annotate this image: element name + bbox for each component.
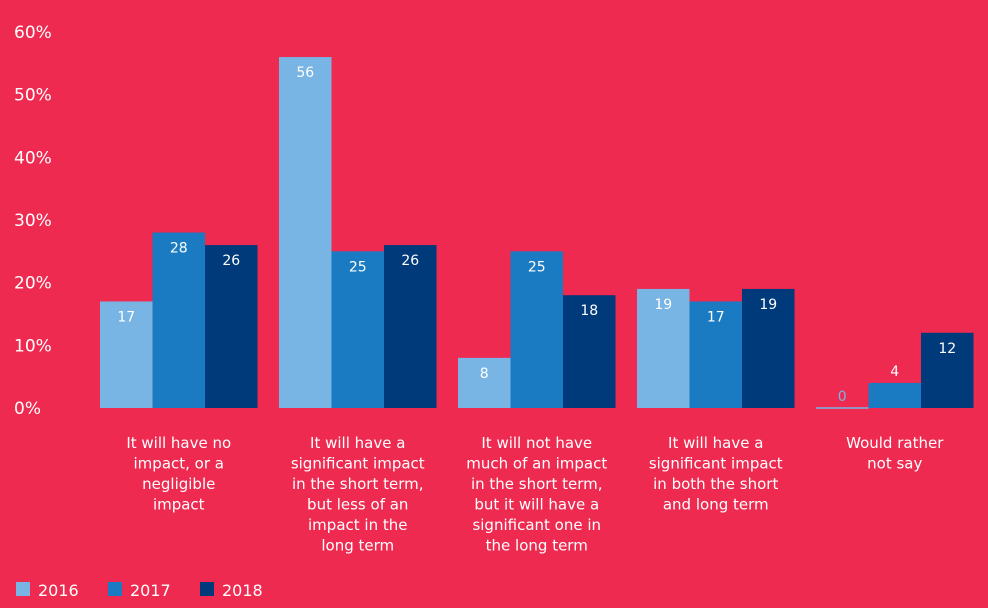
data-label: 17 bbox=[707, 309, 725, 325]
legend-swatch bbox=[200, 582, 214, 596]
data-label: 25 bbox=[349, 259, 367, 275]
bar-2016 bbox=[458, 357, 511, 408]
bar-2018 bbox=[563, 295, 616, 408]
bar-2018 bbox=[384, 245, 437, 408]
data-label: 25 bbox=[528, 259, 546, 275]
data-label: 8 bbox=[480, 366, 489, 382]
legend-item-2016: 2016 bbox=[16, 581, 79, 600]
data-label: 4 bbox=[890, 364, 899, 380]
bar-2016 bbox=[100, 301, 153, 408]
y-tick-label: 60% bbox=[14, 23, 52, 43]
bar-2017 bbox=[868, 382, 921, 408]
bar-2017 bbox=[152, 232, 205, 408]
bar-2017 bbox=[510, 251, 563, 408]
data-label: 26 bbox=[222, 253, 240, 269]
bar-2018 bbox=[205, 245, 258, 408]
data-label: 17 bbox=[117, 309, 135, 325]
data-label: 28 bbox=[170, 241, 188, 257]
bar-2017 bbox=[689, 301, 742, 408]
data-label: 12 bbox=[938, 341, 956, 357]
data-label: 56 bbox=[296, 65, 314, 81]
data-label: 26 bbox=[401, 253, 419, 269]
category-label: It will not have much of an impact in the … bbox=[466, 434, 607, 555]
y-tick-label: 50% bbox=[14, 86, 52, 106]
bar-2018 bbox=[742, 288, 795, 408]
legend-item-2017: 2017 bbox=[108, 581, 171, 600]
y-tick-label: 30% bbox=[14, 211, 52, 231]
bars: 17 56 8 19 0 28 25 25 17 4 26 26 18 19 12 bbox=[100, 57, 974, 409]
legend-item-2018: 2018 bbox=[200, 581, 263, 600]
bar-2016 bbox=[637, 288, 690, 408]
category-label: It will have no impact, or a negligible imp… bbox=[126, 434, 231, 514]
y-tick-label: 10% bbox=[14, 336, 52, 356]
data-label: 19 bbox=[654, 297, 672, 313]
legend-swatch bbox=[16, 582, 30, 596]
category-labels: It will have no impact, or a negligible imp… bbox=[126, 434, 944, 555]
bar-2018 bbox=[921, 332, 974, 408]
legend-label: 2016 bbox=[38, 581, 79, 600]
y-tick-label: 0% bbox=[14, 399, 41, 419]
bar-2016 bbox=[279, 57, 332, 409]
legend-swatch bbox=[108, 582, 122, 596]
legend-label: 2017 bbox=[130, 581, 171, 600]
category-label: Would rather not say bbox=[846, 434, 944, 473]
data-label: 19 bbox=[759, 297, 777, 313]
y-tick-label: 40% bbox=[14, 148, 52, 168]
y-tick-label: 20% bbox=[14, 274, 52, 294]
y-axis: 0% 10% 20% 30% 40% 50% 60% bbox=[14, 23, 52, 419]
bar-2017 bbox=[331, 251, 384, 408]
data-label: 18 bbox=[580, 303, 598, 319]
legend: 2016 2017 2018 bbox=[16, 581, 263, 600]
category-label: It will have a significant impact in the s… bbox=[291, 434, 425, 555]
category-label: It will have a significant impact in both … bbox=[649, 434, 783, 514]
data-label: 0 bbox=[838, 389, 847, 405]
legend-label: 2018 bbox=[222, 581, 263, 600]
